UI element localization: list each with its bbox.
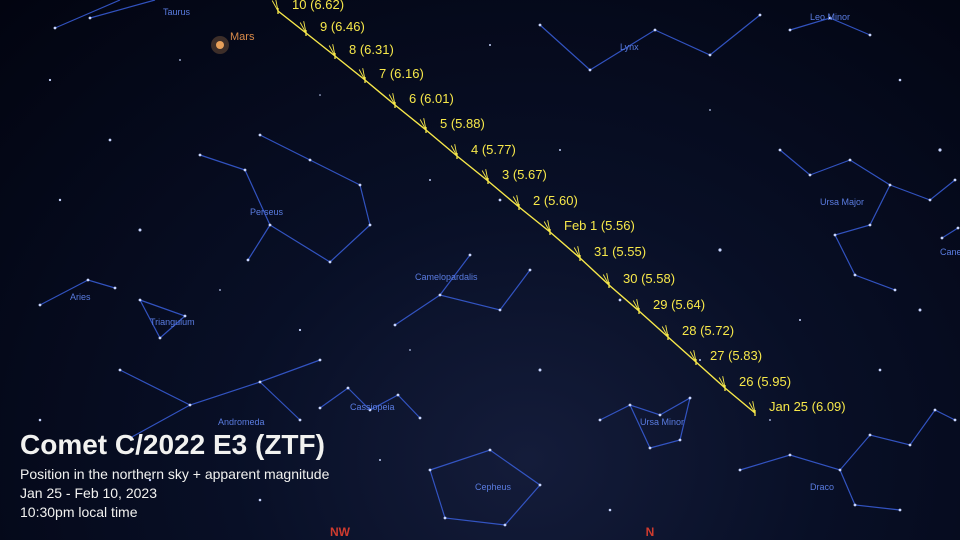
constellation-ursa-major: Ursa Major [779,149,957,292]
comet-point-label: 29 (5.64) [653,297,705,312]
comet-point-label: Feb 1 (5.56) [564,218,635,233]
comet-point-label: 10 (6.62) [292,0,344,12]
bg-star [49,79,51,81]
bg-star [139,229,142,232]
compass-n: N [646,525,655,539]
title-block: Comet C/2022 E3 (ZTF) Position in the no… [20,429,329,522]
bg-star [709,109,711,111]
bg-star [489,44,491,46]
bg-star [429,179,431,181]
constellation-label: Andromeda [218,417,265,427]
bg-star [919,309,922,312]
bg-star [539,369,542,372]
constellation-label: Ursa Major [820,197,864,207]
bg-star [499,199,502,202]
mars: Mars [211,31,255,54]
subtitle-2: Jan 25 - Feb 10, 2023 [20,484,329,503]
bg-star [39,419,42,422]
comet-point-label: 7 (6.16) [379,66,424,81]
comet-point-label: 4 (5.77) [471,142,516,157]
comet-point-label: 8 (6.31) [349,42,394,57]
bg-star [619,299,622,302]
comet-point-label: 28 (5.72) [682,323,734,338]
bg-star [799,319,801,321]
constellation-label: Perseus [250,207,284,217]
comet-point-label: 3 (5.67) [502,167,547,182]
chart-title: Comet C/2022 E3 (ZTF) [20,429,329,461]
constellation-cassiopeia: Cassiopeia [319,387,422,420]
bg-star [899,79,902,82]
bg-star [179,59,181,61]
constellation-label: Aries [70,292,91,302]
bg-star [319,94,321,96]
bg-star [938,148,941,151]
comet-point-label: 6 (6.01) [409,91,454,106]
bg-star [718,248,721,251]
bg-star [609,509,612,512]
constellation-andromeda: Andromeda [119,359,322,440]
constellation-canes: Canes [940,227,960,257]
comet-point-label: 31 (5.55) [594,244,646,259]
comet-point-label: 2 (5.60) [533,193,578,208]
constellation-leo-minor: Leo Minor [789,12,872,36]
subtitle-3: 10:30pm local time [20,503,329,522]
comet-point-label: 5 (5.88) [440,116,485,131]
bg-star [559,149,561,151]
constellation-camelopardalis: Camelopardalis [394,254,532,327]
constellation-triangulum: Triangulum [139,299,195,340]
constellation-label: Cassiopeia [350,402,395,412]
constellation-label: Lynx [620,42,639,52]
constellation-label: Camelopardalis [415,272,478,282]
mars-label: Mars [230,31,255,43]
constellation-label: Draco [810,482,834,492]
comet-point-label: 30 (5.58) [623,271,675,286]
constellation-label: Leo Minor [810,12,850,22]
constellation-taurus: Taurus [54,0,191,29]
bg-star [379,459,381,461]
constellation-perseus: Perseus [199,134,372,264]
constellation-label: Ursa Minor [640,417,684,427]
bg-star [59,199,61,201]
bg-star [769,419,771,421]
bg-star [879,369,882,372]
bg-star [299,329,301,331]
constellation-label: Cepheus [475,482,512,492]
bg-star [699,359,701,361]
comet-track: Jan 25 (6.09) 26 (5.95) 27 (5.83) 28 (5.72)… [272,0,845,416]
bg-star [409,349,411,351]
constellation-aries: Aries [39,279,117,307]
compass-nw: NW [330,525,351,539]
bg-star [109,139,112,142]
comet-point-label: Jan 25 (6.09) [769,399,846,414]
constellation-lynx: Lynx [539,14,762,72]
constellation-ursa-minor: Ursa Minor [599,397,692,450]
comet-point-label: 9 (6.46) [320,19,365,34]
comet-point-label: 26 (5.95) [739,374,791,389]
constellation-label: Taurus [163,7,191,17]
comet-point-label: 27 (5.83) [710,348,762,363]
constellation-label: Canes [940,247,960,257]
constellation-label: Triangulum [150,317,195,327]
constellation-draco: Draco [739,409,957,512]
constellation-cepheus: Cepheus [429,449,542,527]
subtitle-1: Position in the northern sky + apparent … [20,465,329,484]
bg-star [219,289,221,291]
